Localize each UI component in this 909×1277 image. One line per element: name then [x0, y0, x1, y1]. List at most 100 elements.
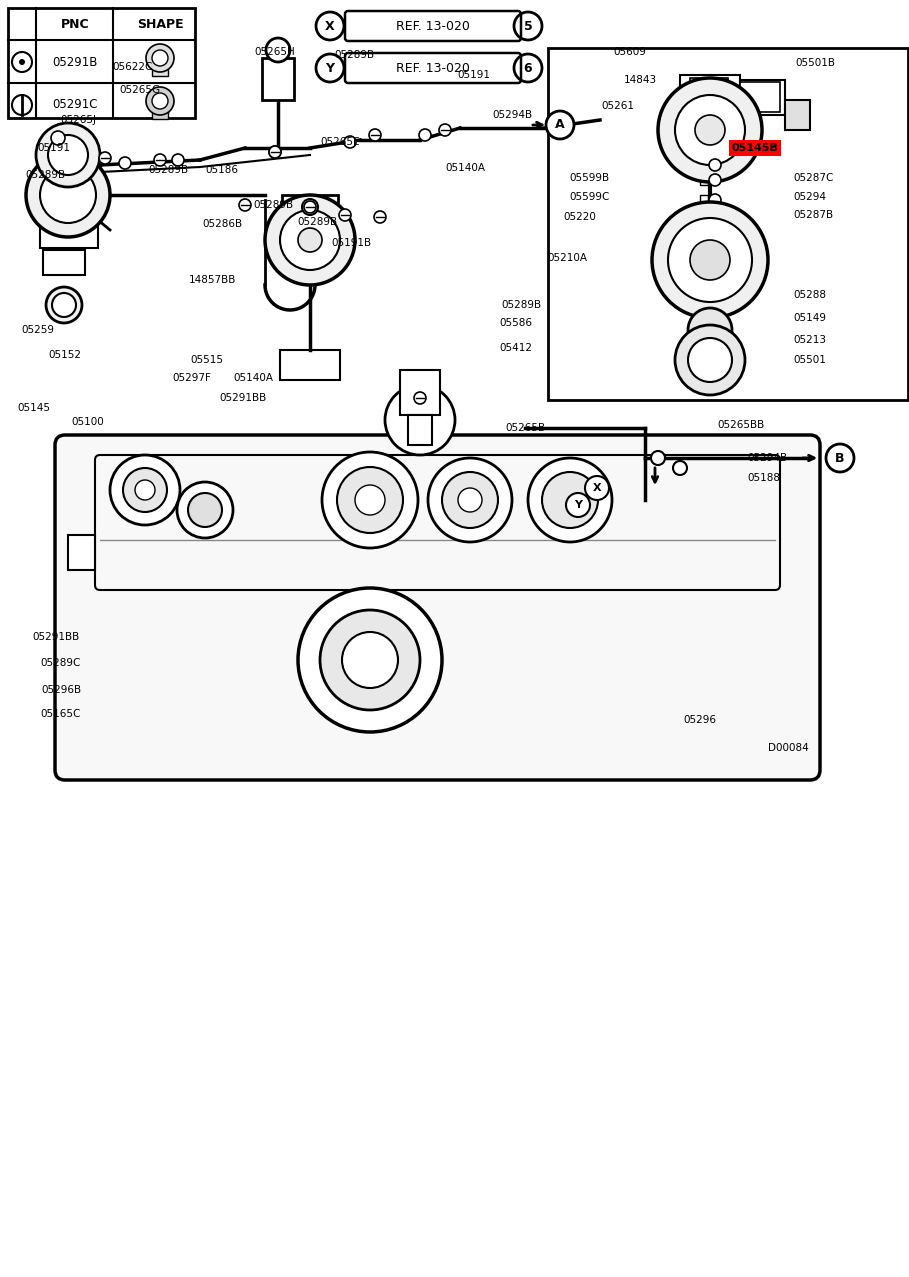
Bar [52, 178, 84, 215]
Text: 05265H: 05265H [255, 47, 295, 57]
Text: 05296B: 05296B [41, 684, 81, 695]
Circle shape [675, 326, 745, 395]
Bar [152, 68, 168, 77]
Text: Y: Y [574, 501, 582, 510]
Text: 05609: 05609 [614, 47, 646, 57]
Text: 05501: 05501 [793, 355, 826, 365]
Circle shape [280, 209, 340, 269]
Text: 05289B: 05289B [501, 300, 541, 310]
Circle shape [542, 472, 598, 527]
Bar [408, 415, 432, 444]
Circle shape [269, 146, 281, 158]
Bar [740, 80, 785, 115]
Bar [68, 535, 95, 570]
Text: 5: 5 [524, 19, 533, 32]
Bar [692, 321, 728, 345]
Circle shape [322, 452, 418, 548]
Text: 05289B: 05289B [297, 217, 337, 227]
Text: 05289B: 05289B [25, 170, 65, 180]
Text: 05265J: 05265J [60, 115, 96, 125]
Text: 05599C: 05599C [569, 192, 609, 202]
Text: D00084: D00084 [767, 743, 808, 753]
Text: 05191B: 05191B [331, 238, 371, 248]
Circle shape [36, 123, 100, 186]
Text: 05291BB: 05291BB [33, 632, 80, 642]
Bar [695, 240, 725, 280]
Circle shape [652, 202, 768, 318]
Circle shape [690, 240, 730, 280]
Text: 05261: 05261 [602, 101, 634, 111]
Circle shape [344, 135, 356, 148]
Text: 05213: 05213 [793, 335, 826, 345]
Circle shape [135, 480, 155, 501]
Circle shape [146, 87, 174, 115]
Text: 05220: 05220 [563, 212, 596, 222]
Bar [40, 225, 98, 248]
Text: 05165C: 05165C [41, 709, 81, 719]
Text: 05291BB: 05291BB [219, 393, 266, 404]
Text: 05210A: 05210A [547, 253, 587, 263]
Text: 05265B: 05265B [504, 423, 545, 433]
Text: 05100: 05100 [72, 418, 105, 427]
Circle shape [355, 485, 385, 515]
Circle shape [177, 481, 233, 538]
Circle shape [442, 472, 498, 527]
Text: 05291C: 05291C [52, 98, 98, 111]
Circle shape [119, 157, 131, 169]
Text: 05289B: 05289B [253, 200, 293, 209]
Circle shape [651, 451, 665, 465]
Circle shape [439, 124, 451, 135]
Text: 05501B: 05501B [795, 57, 835, 68]
Circle shape [709, 174, 721, 186]
Circle shape [146, 43, 174, 72]
Text: 05412: 05412 [499, 344, 532, 352]
Text: 05296: 05296 [684, 715, 716, 725]
FancyBboxPatch shape [345, 54, 521, 83]
Text: 05286B: 05286B [202, 218, 242, 229]
Text: 05289B: 05289B [148, 165, 188, 175]
Text: 05140A: 05140A [233, 373, 273, 383]
Circle shape [298, 229, 322, 252]
Bar [700, 175, 708, 185]
Text: 05287C: 05287C [793, 172, 834, 183]
Bar [8, 8, 195, 117]
Circle shape [51, 132, 65, 146]
Bar [262, 57, 294, 100]
Text: 05145: 05145 [17, 404, 51, 412]
Text: 05186: 05186 [205, 165, 238, 175]
Circle shape [658, 78, 762, 183]
Text: X: X [593, 483, 602, 493]
Text: SHAPE: SHAPE [136, 18, 184, 31]
Circle shape [374, 211, 386, 223]
Text: MITSUBISHI - MR556025    N - 05145B: MITSUBISHI - MR556025 N - 05145B [159, 1214, 750, 1243]
Text: 14857BB: 14857BB [189, 275, 236, 285]
Text: 05297F: 05297F [173, 373, 212, 383]
Circle shape [339, 209, 351, 221]
Text: 05145B: 05145B [732, 143, 778, 153]
Circle shape [428, 458, 512, 541]
Text: 05294B: 05294B [747, 453, 787, 464]
Circle shape [46, 287, 82, 323]
Bar [700, 160, 708, 170]
Text: 05149: 05149 [793, 313, 826, 323]
Circle shape [826, 444, 854, 472]
Text: 05586: 05586 [499, 318, 532, 328]
Circle shape [414, 392, 426, 404]
Circle shape [709, 194, 721, 206]
Text: 05515: 05515 [191, 355, 224, 365]
Text: 6: 6 [524, 61, 533, 74]
Circle shape [302, 199, 318, 215]
Circle shape [458, 488, 482, 512]
Bar [785, 100, 810, 130]
Text: 05599B: 05599B [569, 172, 609, 183]
Bar [680, 75, 740, 100]
Text: 05288: 05288 [793, 290, 826, 300]
Bar [280, 350, 340, 381]
Circle shape [585, 476, 609, 501]
Circle shape [265, 195, 355, 285]
Bar [43, 250, 85, 275]
Circle shape [152, 93, 168, 109]
Text: 05140A: 05140A [445, 163, 485, 172]
Circle shape [99, 152, 111, 163]
Circle shape [266, 38, 290, 63]
